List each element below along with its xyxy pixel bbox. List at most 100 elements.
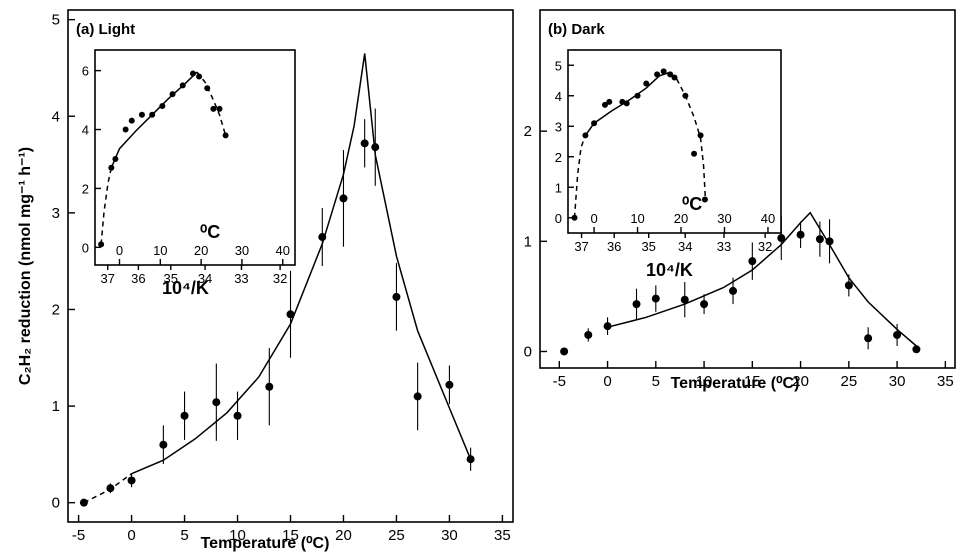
panel-dark-inset-data-point [571,214,578,221]
panel-light-fit-line [131,53,472,475]
panel-dark-inset-invk-tick-label: 33 [717,239,731,254]
panel-light-y-tick-label: 0 [52,495,60,512]
panel-dark-inset-data-point [682,92,689,99]
panel-light-data-point [212,398,221,407]
panel-dark-inset-invk-label: 10⁴/K [646,260,693,280]
panel-dark-data-point [796,230,805,239]
panel-dark-inset-frame [567,49,782,234]
panel-light-x-tick-label: 10 [229,527,246,544]
panel-light-inset-data-point [138,111,145,118]
panel-light-inset-data-point [204,85,211,92]
panel-dark-x-axis-title: Temperature (⁰C) [671,375,800,392]
panel-dark-inset-data-point [643,80,650,87]
panel-light-inset-invk-tick-label: 33 [234,271,248,286]
panel-dark-inset-data-point [623,100,630,107]
panel-light-data-point [265,382,274,391]
panel-dark-inset-y-tick-label: 1 [555,180,562,195]
panel-dark-inset-data-point [654,71,661,78]
panel-dark-x-tick-label: 35 [937,373,954,390]
panel-light-frame [67,9,514,523]
panel-light: (a) Light C₂H₂ reduction (nmol mg⁻¹ h⁻¹)… [17,9,514,552]
panel-light-data-point [371,143,380,152]
panel-light-inset-invk-label: 10⁴/K [162,278,209,298]
panel-dark-data-point [729,286,738,295]
panel-light-inset-ticks: 0 10 20 30 40 37 36 35 34 33 32 0 2 4 6 [82,64,290,286]
panel-dark-data-point [584,330,593,339]
panel-dark-inset-data-point [697,132,704,139]
panel-light-data-point [318,233,327,242]
panel-light-inset-fit [100,71,227,245]
panel-light-inset-invk-tick-label: 37 [101,271,115,286]
panel-dark-x-tick-label: 20 [792,373,809,390]
panel-light-y-tick-label: 4 [52,108,60,125]
panel-dark-inset-y-tick-label: 2 [555,150,562,165]
panel-light-inset-invk-tick-label: 34 [198,271,212,286]
panel-light-y-tick-label: 3 [52,205,60,222]
panel-light-inset-y-tick-label: 0 [82,240,89,255]
panel-dark-inset-data-point [606,98,613,105]
panel-dark-data-point [632,300,641,309]
panel-light-inset-data-point [196,73,203,80]
panel-light-data-point [392,292,401,301]
panel-light-data-point [79,498,88,507]
panel-dark-data-point [700,300,709,309]
panel-light-inset-invk-tick-label: 32 [273,271,287,286]
panel-dark-x-tick-label: -5 [553,373,566,390]
panel-light-x-tick-label: 0 [127,527,135,544]
panel-light-y-tick-label: 1 [52,398,60,415]
panel-dark-data-point [825,237,834,246]
panel-dark-data-point [815,235,824,244]
panel-light-x-tick-label: -5 [72,527,85,544]
panel-light-x-tick-label: 35 [494,527,511,544]
panel-dark-x-tick-label: 25 [840,373,857,390]
panel-dark-x-tick-label: 10 [696,373,713,390]
panel-light-inset-invk-tick-label: 35 [164,271,178,286]
panel-dark-x-tick-label: 15 [744,373,761,390]
panel-dark-inset-invk-tick-label: 37 [574,239,588,254]
panel-light-data-point [233,411,242,420]
panel-light-data-point [445,380,454,389]
panel-dark-inset-invk-tick-label: 36 [607,239,621,254]
panel-light-inset-celsius-tick-label: 40 [276,243,290,258]
panel-light-inset-data-point [108,164,115,171]
panel-light-inset-y-tick-label: 4 [82,123,89,138]
panel-light-y-axis-title: C₂H₂ reduction (nmol mg⁻¹ h⁻¹) [17,147,34,385]
panel-dark-inset-data-point [591,120,598,127]
panel-dark-y-tick-label: 1 [524,233,532,250]
panel-light-inset-celsius-label: ⁰C [200,222,220,242]
panel-light-data-point [466,455,475,464]
panel-light-inset-data-point [169,91,176,98]
panel-light-y-tick-label: 5 [52,12,60,29]
panel-light-inset-invk-tick-label: 36 [131,271,145,286]
panel-dark-data-point [864,334,873,343]
panel-light-inset-points [98,70,229,248]
panel-light-x-tick-label: 5 [180,527,188,544]
panel-light-data-point [127,476,136,485]
panel-dark-x-tick-label: 0 [603,373,611,390]
panel-light-inset-y-tick-label: 6 [82,64,89,79]
panel-light-inset-data-point [179,82,186,89]
panel-light-inset-frame [94,49,296,266]
panel-dark-inset-celsius-tick-label: 10 [630,211,644,226]
panel-light-x-tick-label: 25 [388,527,405,544]
panel-dark-inset-celsius-tick-label: 20 [674,211,688,226]
panel-light-x-tick-label: 15 [282,527,299,544]
panel-light-inset-fit-dashed-high [196,71,227,136]
panel-light-inset-data-point [98,241,105,248]
panel-light-inset-data-point [122,126,129,133]
panel-dark-inset-celsius-label: ⁰C [682,194,702,214]
panel-dark-data-point [680,295,689,304]
panel-dark-data-point [560,347,569,356]
panel-dark-inset-fit-dashed-low [573,135,587,218]
panel-light-inset-celsius-tick-label: 0 [116,243,123,258]
panel-dark-inset-celsius-tick-label: 30 [717,211,731,226]
panel-dark-data-point [603,322,612,331]
panel-dark-y-tick-label: 0 [524,343,532,360]
panel-dark-y-tick-label: 2 [524,123,532,140]
panel-light-data-point [339,194,348,203]
panel-light-label: (a) Light [76,21,135,38]
